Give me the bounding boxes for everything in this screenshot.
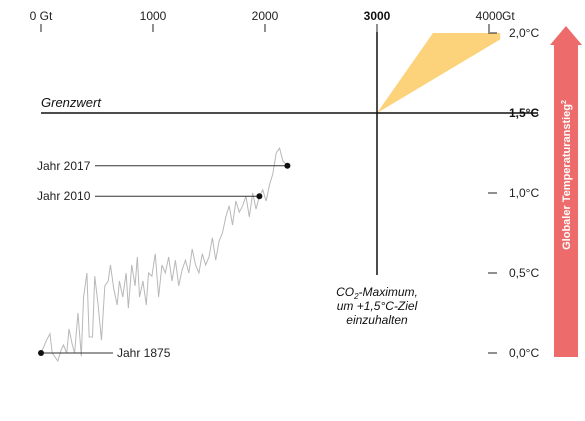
side-arrow-body bbox=[554, 45, 578, 357]
axes-layer: 0 Gt 1000 2000 3000 4000 Gt Grenzwert 0,0°C 0,5°… bbox=[30, 9, 540, 360]
co2-max-annotation-line3: einzuhalten bbox=[346, 313, 408, 327]
marker-dot-1 bbox=[256, 193, 263, 200]
marker-label-1: Jahr 2010 bbox=[37, 189, 91, 203]
x-tick-label-1: 1000 bbox=[140, 9, 167, 23]
marker-dot-2 bbox=[38, 350, 44, 356]
y-axis-label: Globaler Temperaturanstieg2 bbox=[561, 100, 573, 250]
y-tick-label-0: 0,0°C bbox=[509, 346, 539, 360]
y-tick-label-4: 2,0°C bbox=[509, 26, 539, 40]
projection-band bbox=[259, 33, 501, 197]
y-tick-label-3: 1,5°C bbox=[509, 106, 539, 120]
side-arrow-layer: Globaler Temperaturanstieg2 bbox=[550, 26, 582, 357]
marker-dot-0 bbox=[284, 162, 291, 169]
limit-label: Grenzwert bbox=[41, 95, 102, 110]
year-markers-layer: Jahr 2017 Jahr 2010 Jahr 1875 bbox=[37, 159, 291, 360]
y-tick-label-1: 0,5°C bbox=[509, 266, 539, 280]
co2-max-annotation-line1: CO2-Maximum, bbox=[336, 285, 418, 301]
x-tick-label-2: 2000 bbox=[252, 9, 279, 23]
projection-band-layer bbox=[259, 33, 501, 197]
temperature-series-line-0 bbox=[40, 147, 288, 363]
co2-max-annotation-line2: um +1,5°C-Ziel bbox=[337, 299, 418, 313]
x-tick-label-0: 0 Gt bbox=[30, 9, 53, 23]
side-arrow-head bbox=[550, 26, 582, 45]
marker-label-0: Jahr 2017 bbox=[37, 159, 91, 173]
x-tick-label-3: 3000 bbox=[364, 9, 391, 23]
x-axis-unit: Gt bbox=[502, 9, 515, 23]
marker-label-2: Jahr 1875 bbox=[117, 346, 171, 360]
temperature-series-layer bbox=[40, 147, 288, 363]
x-tick-label-4: 4000 bbox=[476, 9, 503, 23]
y-tick-label-2: 1,0°C bbox=[509, 186, 539, 200]
